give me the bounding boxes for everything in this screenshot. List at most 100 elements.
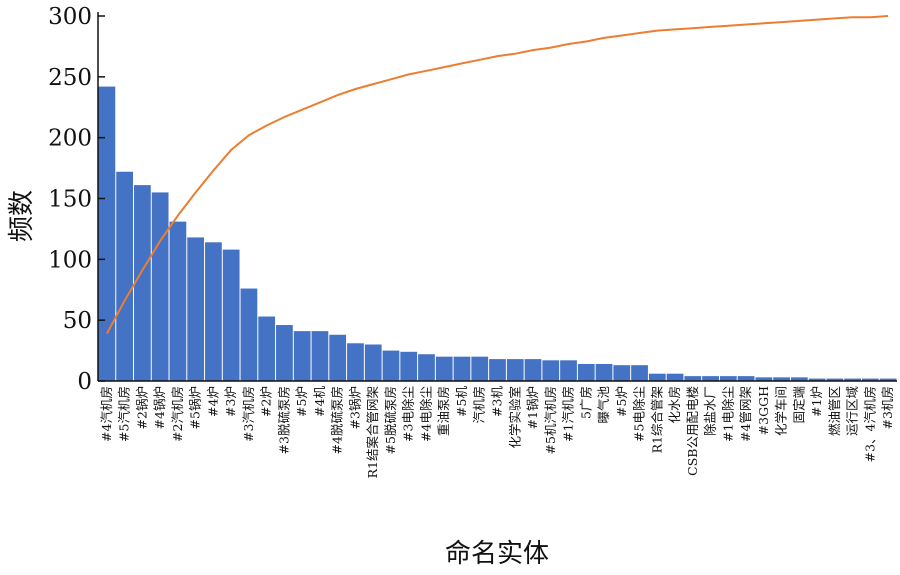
- bar: [808, 378, 826, 381]
- x-tick-label: #3脱硫泵房: [276, 386, 291, 454]
- bar: [737, 376, 755, 381]
- x-tick-label: #5炉: [614, 386, 629, 417]
- bar: [400, 351, 418, 381]
- bar: [595, 363, 613, 381]
- bar: [205, 242, 222, 381]
- x-tick-label: 固定端: [791, 386, 806, 424]
- bar: [879, 378, 897, 381]
- bar: [524, 359, 542, 381]
- bar: [755, 377, 773, 381]
- bar: [293, 331, 311, 381]
- x-tick-label: #3电除尘: [401, 386, 416, 442]
- bar: [826, 378, 844, 381]
- x-tick-label: #5汽机房: [117, 386, 132, 442]
- bar: [329, 334, 347, 381]
- bar: [435, 356, 453, 381]
- x-tick-label: #5炉: [294, 386, 309, 417]
- x-tick-label: #4锅炉: [152, 386, 167, 429]
- bar: [844, 378, 861, 381]
- bar: [418, 354, 435, 381]
- x-tick-label: #5锅炉: [188, 386, 203, 429]
- bar-series: [98, 86, 897, 382]
- x-tick-label: #3机房: [880, 386, 895, 429]
- x-tick-label: #4电除尘: [419, 386, 434, 442]
- x-tick-label: 重油泵房: [436, 386, 451, 436]
- bar: [861, 378, 879, 381]
- x-tick-label: #4炉: [205, 386, 220, 417]
- y-tick-label: 150: [48, 187, 92, 213]
- bar: [187, 237, 205, 381]
- bar: [222, 249, 240, 381]
- bar: [311, 331, 329, 381]
- y-tick-label: 100: [48, 247, 92, 273]
- x-tick-label: #3炉: [223, 386, 238, 417]
- x-tick-label: #5脱硫泵房: [383, 386, 398, 454]
- y-tick-label: 250: [48, 65, 92, 91]
- x-tick-label: #3GGH: [756, 386, 771, 435]
- bar: [666, 373, 684, 381]
- x-axis-title: 命名实体: [445, 539, 549, 569]
- x-tick-label: #5机汽机房: [543, 386, 558, 454]
- bar: [648, 373, 666, 381]
- bar: [276, 325, 293, 381]
- x-tick-label: #3机: [490, 386, 505, 417]
- bar: [790, 377, 808, 381]
- x-tick-label: 运行区域: [845, 386, 860, 436]
- y-tick-label: 50: [63, 308, 92, 334]
- bar: [702, 376, 719, 381]
- x-tick-label: #4机: [312, 386, 327, 417]
- x-tick-label: R1综合管架: [649, 386, 664, 453]
- x-tick-label: 5广房: [578, 386, 593, 419]
- bar: [489, 359, 506, 381]
- x-tick-label: CSB公用配电楼: [685, 386, 700, 476]
- bar: [382, 350, 400, 381]
- y-axis-title: 频数: [7, 190, 37, 242]
- x-tick-label: #4管网架: [738, 386, 753, 442]
- x-tick-label: #1电除尘: [720, 386, 735, 442]
- x-tick-label: #2锅炉: [134, 386, 149, 429]
- x-tick-label: 化学车间: [774, 386, 789, 436]
- x-tick-label: 汽机房: [472, 386, 487, 424]
- bar: [116, 171, 134, 381]
- x-tick-label: #4脱硫泵房: [330, 386, 345, 454]
- y-axis-ticks: 0 50 100 150 200 250 300: [48, 4, 105, 395]
- bar: [773, 377, 790, 381]
- bar: [151, 192, 169, 381]
- y-tick-label: 300: [48, 4, 92, 30]
- x-tick-label: #3、4汽机房: [862, 386, 877, 462]
- x-tick-label: 化学实验室: [507, 386, 522, 449]
- x-tick-label: #4汽机房: [99, 386, 114, 442]
- bar: [169, 221, 187, 381]
- x-tick-label: #1锅炉: [525, 386, 540, 429]
- x-tick-label: 燃油管区: [827, 386, 842, 436]
- bar: [542, 360, 560, 381]
- cumulative-line: [106, 15, 889, 335]
- bar: [560, 360, 577, 381]
- x-axis-tick-labels: #4汽机房 #5汽机房 #2锅炉 #4锅炉 #2汽机房 #5锅炉 #4炉 #3炉 #3汽机房 #2…: [99, 386, 895, 479]
- bar: [506, 359, 524, 381]
- x-tick-label: #1汽机房: [561, 386, 576, 442]
- bar: [631, 365, 648, 381]
- bar: [471, 356, 489, 381]
- y-tick-label: 200: [48, 126, 92, 152]
- x-tick-label: 除盐水厂: [703, 386, 718, 436]
- x-tick-label: #2炉: [259, 386, 274, 417]
- x-tick-label: #3锅炉: [348, 386, 363, 429]
- bar: [258, 316, 276, 381]
- x-tick-label: #5电除尘: [632, 386, 647, 442]
- x-tick-label: #1炉: [809, 386, 824, 417]
- bar: [98, 86, 116, 382]
- bar: [453, 356, 471, 381]
- x-tick-label: 曝气池: [596, 386, 611, 424]
- bar: [684, 376, 702, 381]
- bar: [240, 288, 258, 381]
- bar: [577, 363, 595, 381]
- bar: [613, 365, 631, 381]
- x-tick-label: 化水房: [667, 386, 682, 424]
- x-tick-label: #3汽机房: [241, 386, 256, 442]
- bar: [719, 376, 737, 381]
- bar: [364, 344, 382, 381]
- bar: [347, 343, 364, 381]
- bar: [134, 185, 151, 381]
